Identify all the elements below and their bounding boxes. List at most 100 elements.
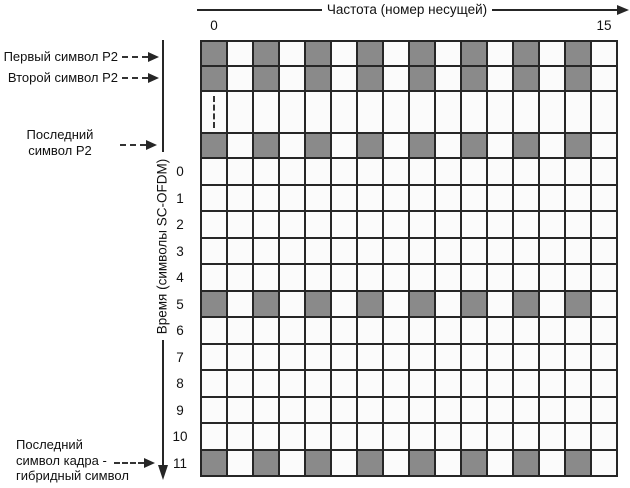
grid-cell-sc-ofdm-11-c8 — [410, 450, 434, 475]
grid-cell-sc-ofdm-7-c13 — [540, 344, 564, 369]
grid-cell-sc-ofdm-1-c4 — [306, 185, 330, 210]
grid-cell-sc-ofdm-8-c0 — [202, 371, 226, 396]
grid-cell-p2-first-symbol-c0 — [202, 42, 226, 65]
grid-cell-sc-ofdm-8-c2 — [254, 371, 278, 396]
resource-grid — [200, 40, 618, 477]
grid-cell-sc-ofdm-0-c6 — [358, 159, 382, 184]
grid-cell-sc-ofdm-8-c12 — [514, 371, 538, 396]
grid-cell-sc-ofdm-2-c11 — [488, 212, 512, 237]
grid-cell-sc-ofdm-3-c8 — [410, 238, 434, 263]
grid-cell-p2-last-symbol-c6 — [358, 134, 382, 157]
grid-cell-p2-last-symbol-c12 — [514, 134, 538, 157]
grid-cell-sc-ofdm-5-c8 — [410, 291, 434, 316]
dashed-arrow-icon — [120, 139, 157, 150]
grid-cell-p2-ellipsis-row-c13 — [540, 92, 564, 132]
grid-cell-sc-ofdm-10-c6 — [358, 424, 382, 449]
grid-cell-sc-ofdm-0-c1 — [228, 159, 252, 184]
grid-cell-p2-first-symbol-c15 — [592, 42, 616, 65]
grid-cell-sc-ofdm-3-c7 — [384, 238, 408, 263]
frequency-axis-label: Частота (номер несущей) — [326, 1, 488, 17]
grid-cell-sc-ofdm-3-c3 — [280, 238, 304, 263]
time-axis-line-bottom — [162, 340, 164, 466]
grid-cell-sc-ofdm-9-c6 — [358, 397, 382, 422]
grid-cell-sc-ofdm-10-c0 — [202, 424, 226, 449]
grid-cell-sc-ofdm-3-c11 — [488, 238, 512, 263]
grid-cell-p2-last-symbol-c15 — [592, 134, 616, 157]
grid-cell-sc-ofdm-9-c4 — [306, 397, 330, 422]
row-number-9: 9 — [176, 402, 184, 418]
grid-cell-p2-ellipsis-row-c7 — [384, 92, 408, 132]
grid-cell-sc-ofdm-1-c2 — [254, 185, 278, 210]
ellipsis-dashes-icon — [213, 96, 215, 128]
grid-cell-sc-ofdm-1-c10 — [462, 185, 486, 210]
grid-cell-sc-ofdm-7-c6 — [358, 344, 382, 369]
grid-cell-sc-ofdm-0-c11 — [488, 159, 512, 184]
dashed-arrow-head — [144, 457, 155, 468]
label-p2-first-symbol: Первый символ P2 — [3, 49, 118, 64]
grid-cell-sc-ofdm-0-c3 — [280, 159, 304, 184]
grid-cell-p2-ellipsis-row-c6 — [358, 92, 382, 132]
grid-cell-p2-second-symbol-c7 — [384, 67, 408, 90]
grid-cell-p2-first-symbol-c10 — [462, 42, 486, 65]
grid-cell-sc-ofdm-2-c7 — [384, 212, 408, 237]
grid-cell-sc-ofdm-0-c0 — [202, 159, 226, 184]
grid-cell-sc-ofdm-6-c5 — [332, 318, 356, 343]
grid-cell-sc-ofdm-8-c3 — [280, 371, 304, 396]
row-number-8: 8 — [176, 376, 184, 391]
grid-cell-sc-ofdm-2-c12 — [514, 212, 538, 237]
grid-cell-sc-ofdm-9-c8 — [410, 397, 434, 422]
grid-cell-sc-ofdm-2-c8 — [410, 212, 434, 237]
grid-cell-sc-ofdm-6-c2 — [254, 318, 278, 343]
grid-cell-sc-ofdm-9-c2 — [254, 397, 278, 422]
grid-cell-p2-last-symbol-c2 — [254, 134, 278, 157]
arrow-down-icon — [158, 465, 168, 480]
grid-cell-sc-ofdm-2-c14 — [566, 212, 590, 237]
grid-cell-sc-ofdm-3-c0 — [202, 238, 226, 263]
grid-cell-sc-ofdm-0-c15 — [592, 159, 616, 184]
grid-cell-sc-ofdm-5-c3 — [280, 291, 304, 316]
grid-cell-sc-ofdm-9-c11 — [488, 397, 512, 422]
grid-cell-sc-ofdm-8-c5 — [332, 371, 356, 396]
grid-cell-p2-second-symbol-c14 — [566, 67, 590, 90]
grid-cell-sc-ofdm-11-c7 — [384, 450, 408, 475]
grid-cell-sc-ofdm-8-c6 — [358, 371, 382, 396]
row-number-6: 6 — [176, 323, 184, 338]
grid-cell-sc-ofdm-4-c13 — [540, 265, 564, 290]
grid-cell-p2-second-symbol-c8 — [410, 67, 434, 90]
grid-cell-p2-second-symbol-c12 — [514, 67, 538, 90]
grid-cell-sc-ofdm-10-c13 — [540, 424, 564, 449]
grid-cell-sc-ofdm-11-c6 — [358, 450, 382, 475]
carrier-tick-end: 15 — [596, 18, 612, 33]
label-p2-last-line2: символ P2 — [28, 142, 92, 158]
grid-cell-sc-ofdm-10-c15 — [592, 424, 616, 449]
grid-cell-sc-ofdm-7-c1 — [228, 344, 252, 369]
time-axis-label: Время (символы SC-OFDM) — [154, 158, 170, 335]
grid-cell-sc-ofdm-8-c13 — [540, 371, 564, 396]
grid-cell-sc-ofdm-11-c0 — [202, 450, 226, 475]
grid-cell-p2-ellipsis-row-c8 — [410, 92, 434, 132]
grid-cell-sc-ofdm-11-c15 — [592, 450, 616, 475]
grid-cell-sc-ofdm-2-c3 — [280, 212, 304, 237]
grid-cell-p2-first-symbol-c7 — [384, 42, 408, 65]
grid-cell-sc-ofdm-8-c10 — [462, 371, 486, 396]
grid-cell-sc-ofdm-0-c14 — [566, 159, 590, 184]
grid-cell-sc-ofdm-6-c11 — [488, 318, 512, 343]
grid-cell-p2-second-symbol-c1 — [228, 67, 252, 90]
grid-cell-sc-ofdm-1-c5 — [332, 185, 356, 210]
grid-cell-p2-ellipsis-row-c4 — [306, 92, 330, 132]
grid-cell-p2-last-symbol-c11 — [488, 134, 512, 157]
label-p2-last-line1: Последний — [26, 127, 94, 142]
grid-cell-p2-first-symbol-c4 — [306, 42, 330, 65]
dashed-arrow-shaft — [122, 76, 148, 79]
grid-cell-sc-ofdm-5-c9 — [436, 291, 460, 316]
grid-cell-sc-ofdm-3-c14 — [566, 238, 590, 263]
row-number-5: 5 — [176, 296, 184, 312]
grid-cell-sc-ofdm-6-c6 — [358, 318, 382, 343]
grid-cell-sc-ofdm-3-c9 — [436, 238, 460, 263]
grid-cell-sc-ofdm-5-c7 — [384, 291, 408, 316]
grid-cell-p2-ellipsis-row-c12 — [514, 92, 538, 132]
dashed-arrow-shaft — [120, 143, 146, 146]
grid-cell-sc-ofdm-9-c0 — [202, 397, 226, 422]
grid-cell-sc-ofdm-5-c6 — [358, 291, 382, 316]
grid-cell-sc-ofdm-11-c1 — [228, 450, 252, 475]
